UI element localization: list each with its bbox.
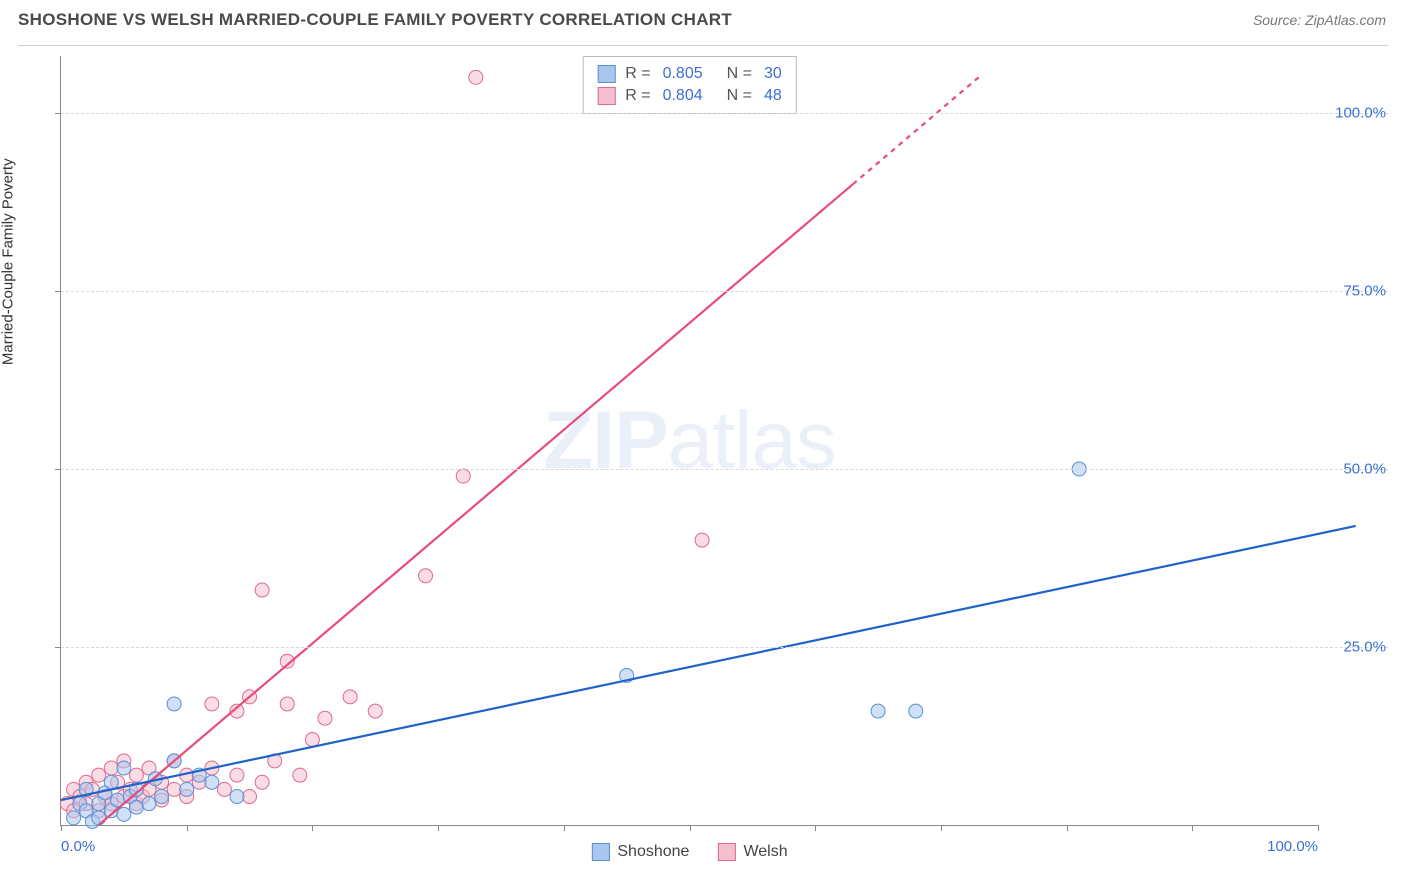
legend-row: R = 0.805 N = 30 bbox=[597, 63, 782, 85]
legend-swatch bbox=[717, 843, 735, 861]
x-tick bbox=[438, 825, 439, 831]
data-point bbox=[117, 807, 131, 821]
data-point bbox=[469, 70, 483, 84]
trend-line bbox=[99, 184, 853, 825]
data-point bbox=[67, 811, 81, 825]
x-tick bbox=[61, 825, 62, 831]
y-tick bbox=[55, 113, 61, 114]
r-value: 0.805 bbox=[663, 65, 703, 83]
x-tick bbox=[564, 825, 565, 831]
chart-header: SHOSHONE VS WELSH MARRIED-COUPLE FAMILY … bbox=[0, 0, 1406, 38]
source-attribution: Source: ZipAtlas.com bbox=[1253, 12, 1386, 28]
r-label: R = bbox=[625, 65, 650, 83]
data-point bbox=[217, 782, 231, 796]
data-point bbox=[180, 782, 194, 796]
legend-swatch bbox=[597, 87, 615, 105]
gridline bbox=[61, 647, 1388, 648]
n-label: N = bbox=[727, 65, 752, 83]
data-point bbox=[255, 583, 269, 597]
gridline bbox=[61, 291, 1388, 292]
scatter-plot-svg bbox=[61, 56, 1318, 825]
data-point bbox=[419, 569, 433, 583]
legend-swatch bbox=[597, 65, 615, 83]
legend-swatch bbox=[591, 843, 609, 861]
data-point bbox=[167, 697, 181, 711]
x-tick bbox=[312, 825, 313, 831]
data-point bbox=[318, 711, 332, 725]
legend-item: Welsh bbox=[717, 843, 787, 861]
x-tick bbox=[941, 825, 942, 831]
r-label: R = bbox=[625, 87, 650, 105]
n-label: N = bbox=[727, 87, 752, 105]
data-point bbox=[155, 790, 169, 804]
data-point bbox=[230, 790, 244, 804]
x-tick-label: 0.0% bbox=[61, 838, 95, 855]
data-point bbox=[293, 768, 307, 782]
trend-line bbox=[853, 77, 979, 184]
data-point bbox=[205, 775, 219, 789]
data-point bbox=[92, 768, 106, 782]
r-value: 0.804 bbox=[663, 87, 703, 105]
data-point bbox=[104, 775, 118, 789]
data-point bbox=[909, 704, 923, 718]
y-tick bbox=[55, 469, 61, 470]
data-point bbox=[167, 782, 181, 796]
data-point bbox=[92, 811, 106, 825]
trend-line bbox=[61, 526, 1356, 800]
x-tick-label: 100.0% bbox=[1267, 838, 1318, 855]
y-axis-label: Married-Couple Family Poverty bbox=[0, 158, 17, 365]
plot-area: ZIPatlas R =0.805 N =30 R =0.804 N =48 S… bbox=[60, 56, 1318, 826]
data-point bbox=[104, 761, 118, 775]
gridline bbox=[61, 113, 1388, 114]
x-tick bbox=[1318, 825, 1319, 831]
y-tick-label: 100.0% bbox=[1335, 104, 1386, 121]
data-point bbox=[343, 690, 357, 704]
data-point bbox=[117, 761, 131, 775]
x-tick bbox=[815, 825, 816, 831]
series-legend: Shoshone Welsh bbox=[591, 843, 787, 861]
data-point bbox=[129, 800, 143, 814]
x-tick bbox=[690, 825, 691, 831]
data-point bbox=[230, 768, 244, 782]
data-point bbox=[695, 533, 709, 547]
data-point bbox=[255, 775, 269, 789]
legend-label: Shoshone bbox=[617, 843, 689, 861]
n-value: 48 bbox=[764, 87, 782, 105]
data-point bbox=[305, 733, 319, 747]
y-tick-label: 75.0% bbox=[1343, 282, 1386, 299]
gridline bbox=[61, 469, 1388, 470]
legend-item: Shoshone bbox=[591, 843, 689, 861]
data-point bbox=[142, 797, 156, 811]
data-point bbox=[280, 697, 294, 711]
y-tick-label: 50.0% bbox=[1343, 460, 1386, 477]
data-point bbox=[456, 469, 470, 483]
n-value: 30 bbox=[764, 65, 782, 83]
x-tick bbox=[1067, 825, 1068, 831]
legend-label: Welsh bbox=[743, 843, 787, 861]
legend-row: R = 0.804 N = 48 bbox=[597, 85, 782, 107]
data-point bbox=[243, 790, 257, 804]
correlation-legend: R = 0.805 N = 30 R = 0.804 N = 48 bbox=[582, 56, 797, 114]
data-point bbox=[205, 697, 219, 711]
data-point bbox=[368, 704, 382, 718]
x-tick bbox=[1192, 825, 1193, 831]
y-tick-label: 25.0% bbox=[1343, 638, 1386, 655]
x-tick bbox=[187, 825, 188, 831]
y-tick bbox=[55, 291, 61, 292]
chart-container: Married-Couple Family Poverty ZIPatlas R… bbox=[18, 45, 1388, 874]
data-point bbox=[871, 704, 885, 718]
data-point bbox=[129, 768, 143, 782]
y-tick bbox=[55, 647, 61, 648]
chart-title: SHOSHONE VS WELSH MARRIED-COUPLE FAMILY … bbox=[18, 10, 732, 30]
